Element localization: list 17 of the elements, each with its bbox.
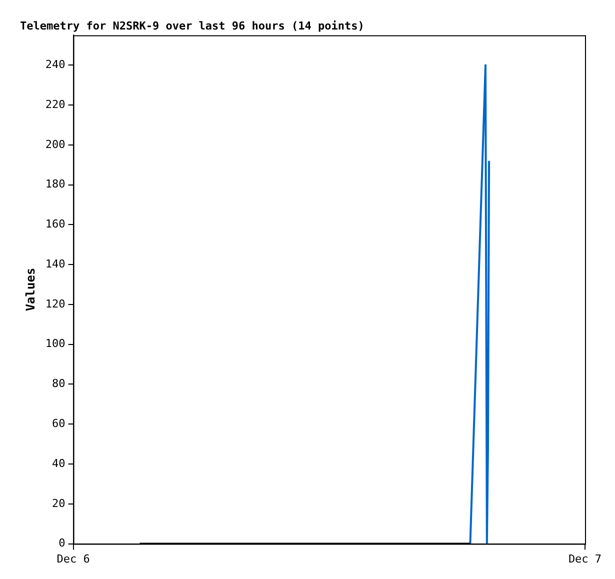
y-tick-label: 80 bbox=[52, 377, 66, 390]
y-tick-label: 100 bbox=[45, 337, 66, 350]
y-tick-label: 60 bbox=[52, 416, 66, 430]
x-tick-label: Dec 6 bbox=[56, 552, 90, 566]
y-tick-label: 20 bbox=[52, 496, 66, 510]
y-tick-label: 120 bbox=[45, 297, 66, 310]
y-tick-label: 220 bbox=[45, 98, 66, 111]
y-tick-label: 180 bbox=[45, 178, 66, 191]
y-tick-label: 0 bbox=[58, 536, 66, 550]
y-axis-title: Values bbox=[23, 268, 38, 312]
y-tick-label: 40 bbox=[52, 456, 66, 470]
x-tick-label: Dec 7 bbox=[568, 552, 602, 566]
y-tick-label: 140 bbox=[45, 257, 66, 270]
y-tick-label: 240 bbox=[45, 58, 66, 71]
chart-title: Telemetry for N2SRK-9 over last 96 hours (14 points) bbox=[20, 19, 364, 32]
y-tick-label: 200 bbox=[45, 138, 66, 151]
y-tick-label: 160 bbox=[45, 218, 66, 231]
